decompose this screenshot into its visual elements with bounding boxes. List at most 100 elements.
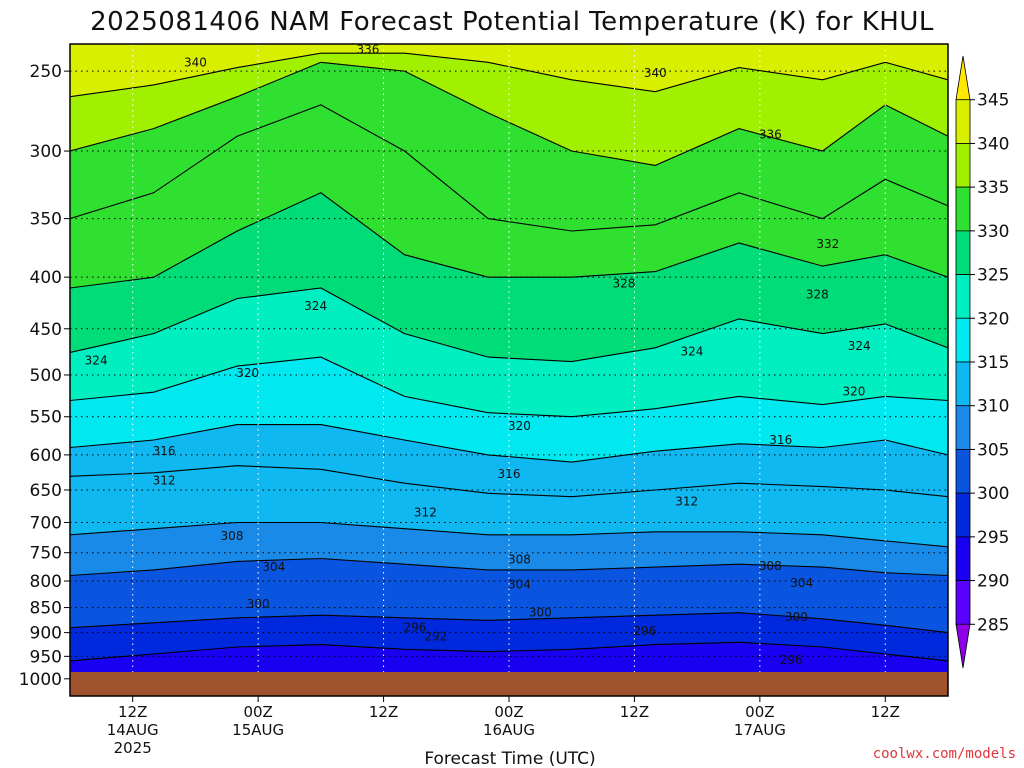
colorbar-segment xyxy=(955,536,971,581)
x-tick-label: 00Z xyxy=(494,703,523,721)
colorbar-label: 340 xyxy=(977,134,1009,154)
contour-308 xyxy=(70,521,948,548)
colorbar-label: 345 xyxy=(977,91,1009,111)
contour-label: 308 xyxy=(759,559,782,573)
contour-label: 340 xyxy=(184,55,207,69)
x-tick-label: 12Z xyxy=(118,703,147,721)
contour-lines xyxy=(70,52,948,662)
y-axis: 250 300 350 400 450 500 550 600 650 700 750 800 850 9… xyxy=(19,62,70,690)
colorbar-segment xyxy=(955,274,971,319)
y-tick-label: 900 xyxy=(30,624,62,644)
chart-title: 2025081406 NAM Forecast Potential Temper… xyxy=(90,7,934,37)
contour-label: 324 xyxy=(304,299,327,313)
contour-328 xyxy=(70,192,948,289)
x-tick-date: 14AUG xyxy=(107,721,159,739)
contour-304 xyxy=(70,557,948,577)
colorbar-segment xyxy=(955,580,971,625)
band-340 xyxy=(70,44,948,97)
contour-316 xyxy=(70,424,948,463)
contour-label: 316 xyxy=(498,467,521,481)
x-tick-date: 17AUG xyxy=(734,721,786,739)
contour-label: 324 xyxy=(848,339,871,353)
colorbar-segment xyxy=(955,230,971,275)
contour-label: 320 xyxy=(508,419,531,433)
x-tick-label: 00Z xyxy=(243,703,272,721)
contour-label: 328 xyxy=(613,277,636,291)
x-tick-label: 00Z xyxy=(745,703,774,721)
colorbar-segment xyxy=(955,99,971,144)
colorbar-segment xyxy=(955,317,971,363)
colorbar-segment xyxy=(955,492,971,538)
contour-label: 308 xyxy=(508,553,531,567)
x-tick-date: 16AUG xyxy=(483,721,535,739)
y-tick-label: 600 xyxy=(30,446,62,466)
contour-label: 324 xyxy=(680,345,703,359)
contour-300 xyxy=(70,612,948,634)
plot-area: 336 340 340 336 332 328 328 324 324 324 324 320 320 3… xyxy=(70,43,948,696)
x-tick-label: 12Z xyxy=(871,703,900,721)
contour-label: 296 xyxy=(780,653,803,667)
contour-label: 300 xyxy=(529,606,552,620)
contour-label: 336 xyxy=(356,43,379,57)
y-tick-label: 700 xyxy=(30,513,62,533)
credit-text: coolwx.com/models xyxy=(873,746,1016,762)
contour-label: 304 xyxy=(790,576,813,590)
colorbar-label: 305 xyxy=(977,440,1009,460)
contour-296 xyxy=(70,641,948,662)
contour-336 xyxy=(70,61,948,166)
contour-label: 324 xyxy=(85,354,108,368)
y-tick-label: 500 xyxy=(30,366,62,386)
y-tick-label: 750 xyxy=(30,544,62,564)
y-tick-label: 450 xyxy=(30,320,62,340)
x-tick-label: 12Z xyxy=(369,703,398,721)
contour-label: 304 xyxy=(262,560,285,574)
y-tick-label: 250 xyxy=(30,62,62,82)
colorbar-label: 300 xyxy=(977,484,1009,504)
contour-label: 312 xyxy=(675,494,698,508)
contour-label: 332 xyxy=(816,237,839,251)
colorbar-label: 315 xyxy=(977,353,1009,373)
colorbar-label: 285 xyxy=(977,615,1009,635)
x-tick-year: 2025 xyxy=(114,739,152,757)
contour-label: 316 xyxy=(153,444,176,458)
colorbar-label: 320 xyxy=(977,309,1009,329)
y-tick-label: 650 xyxy=(30,481,62,501)
colorbar-segment xyxy=(955,623,971,669)
contour-label: 320 xyxy=(236,366,259,380)
contour-label: 308 xyxy=(221,529,244,543)
y-tick-label: 800 xyxy=(30,572,62,592)
contour-label: 328 xyxy=(806,287,829,301)
colorbar-label: 325 xyxy=(977,266,1009,286)
contour-320 xyxy=(70,356,948,418)
colorbar: 285 290 295 300 305 310 315 320 325 330 335 340 345 xyxy=(955,55,1009,669)
contour-label: 296 xyxy=(633,624,656,638)
contour-332 xyxy=(70,104,948,232)
ground-surface xyxy=(70,672,948,696)
colorbar-segment xyxy=(955,405,971,450)
colorbar-label: 295 xyxy=(977,528,1009,548)
x-axis-label: Forecast Time (UTC) xyxy=(424,749,595,768)
contour-312 xyxy=(70,465,948,498)
colorbar-segment xyxy=(955,186,971,232)
y-tick-label: 1000 xyxy=(19,670,62,690)
contour-label: 304 xyxy=(508,577,531,591)
contour-label: 316 xyxy=(769,433,792,447)
colorbar-label: 335 xyxy=(977,178,1009,198)
colorbar-segment xyxy=(955,361,971,407)
colorbar-label: 330 xyxy=(977,222,1009,242)
x-tick-label: 12Z xyxy=(620,703,649,721)
contour-324 xyxy=(70,287,948,363)
y-tick-label: 300 xyxy=(30,142,62,162)
contour-label: 300 xyxy=(247,597,270,611)
contour-label: 296 xyxy=(403,621,426,635)
contour-label: 312 xyxy=(414,505,437,519)
y-tick-label: 350 xyxy=(30,210,62,230)
contour-label: 292 xyxy=(424,630,447,644)
contour-label: 340 xyxy=(644,66,667,80)
contour-label: 300 xyxy=(785,610,808,624)
contour-340 xyxy=(70,52,948,98)
contour-label: 320 xyxy=(842,384,865,398)
contour-label: 336 xyxy=(759,128,782,142)
